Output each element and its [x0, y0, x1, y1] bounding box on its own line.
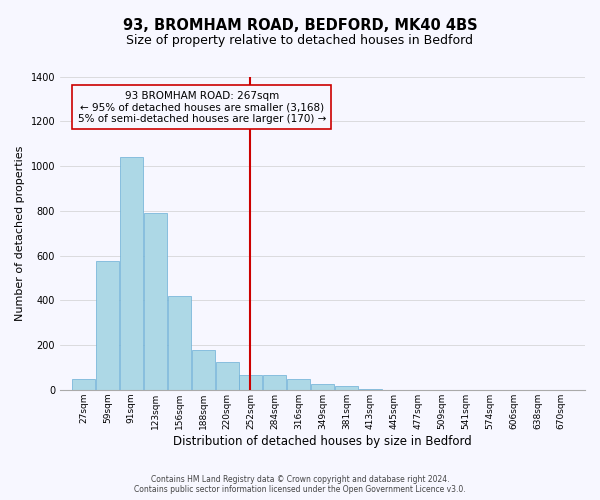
Bar	[287, 378, 310, 390]
Bar	[96, 261, 119, 390]
Bar	[335, 386, 358, 390]
Text: 93, BROMHAM ROAD, BEDFORD, MK40 4BS: 93, BROMHAM ROAD, BEDFORD, MK40 4BS	[122, 18, 478, 32]
Bar	[263, 375, 286, 390]
Bar	[215, 362, 239, 390]
Text: 93 BROMHAM ROAD: 267sqm
← 95% of detached houses are smaller (3,168)
5% of semi-: 93 BROMHAM ROAD: 267sqm ← 95% of detache…	[77, 90, 326, 124]
Bar	[311, 384, 334, 390]
Bar	[72, 378, 95, 390]
Text: Contains public sector information licensed under the Open Government Licence v3: Contains public sector information licen…	[134, 484, 466, 494]
Bar	[359, 388, 382, 390]
X-axis label: Distribution of detached houses by size in Bedford: Distribution of detached houses by size …	[173, 434, 472, 448]
Bar	[239, 375, 262, 390]
Bar	[192, 350, 215, 390]
Bar	[143, 213, 167, 390]
Text: Contains HM Land Registry data © Crown copyright and database right 2024.: Contains HM Land Registry data © Crown c…	[151, 475, 449, 484]
Y-axis label: Number of detached properties: Number of detached properties	[15, 146, 25, 321]
Bar	[168, 296, 191, 390]
Text: Size of property relative to detached houses in Bedford: Size of property relative to detached ho…	[127, 34, 473, 47]
Bar	[120, 157, 143, 390]
